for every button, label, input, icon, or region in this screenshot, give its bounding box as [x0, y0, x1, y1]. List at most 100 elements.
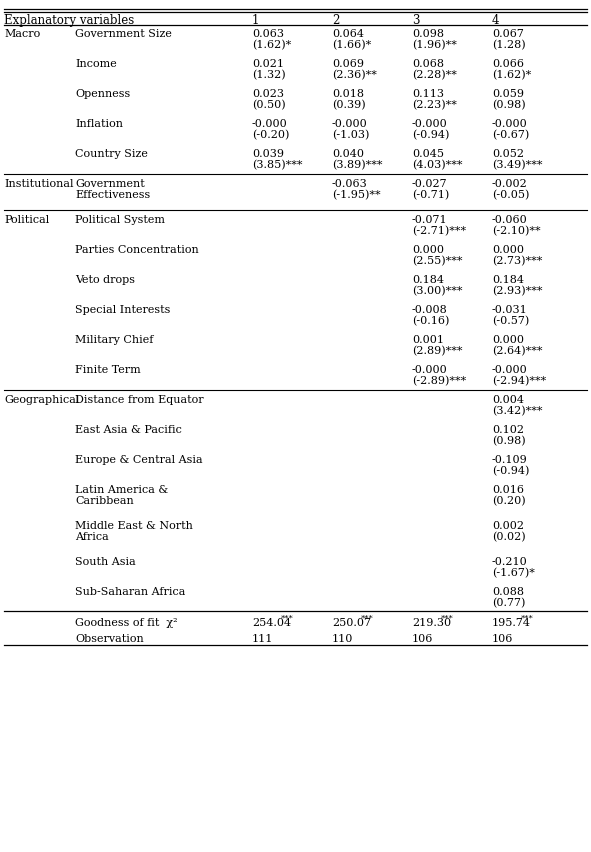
Text: Political: Political — [4, 215, 49, 225]
Text: 0.040: 0.040 — [332, 149, 364, 158]
Text: (-0.94): (-0.94) — [412, 130, 449, 140]
Text: (2.93)***: (2.93)*** — [492, 285, 543, 296]
Text: (3.85)***: (3.85)*** — [252, 160, 303, 170]
Text: (-0.57): (-0.57) — [492, 315, 530, 326]
Text: 0.063: 0.063 — [252, 29, 284, 39]
Text: (1.66)*: (1.66)* — [332, 40, 371, 50]
Text: (-1.03): (-1.03) — [332, 130, 369, 140]
Text: 3: 3 — [412, 14, 420, 27]
Text: (0.39): (0.39) — [332, 100, 366, 110]
Text: Geographical: Geographical — [4, 394, 79, 405]
Text: (0.02): (0.02) — [492, 532, 525, 542]
Text: 254.04: 254.04 — [252, 618, 291, 627]
Text: Effectiveness: Effectiveness — [75, 190, 150, 199]
Text: 0.102: 0.102 — [492, 424, 524, 435]
Text: -0.060: -0.060 — [492, 215, 528, 225]
Text: (2.89)***: (2.89)*** — [412, 346, 463, 356]
Text: 0.184: 0.184 — [492, 274, 524, 285]
Text: 0.039: 0.039 — [252, 149, 284, 158]
Text: (-2.94)***: (-2.94)*** — [492, 376, 546, 386]
Text: 0.068: 0.068 — [412, 59, 444, 69]
Text: (1.62)*: (1.62)* — [252, 40, 291, 50]
Text: 110: 110 — [332, 633, 353, 643]
Text: 0.000: 0.000 — [492, 245, 524, 255]
Text: 0.064: 0.064 — [332, 29, 364, 39]
Text: Europe & Central Asia: Europe & Central Asia — [75, 454, 203, 464]
Text: Military Chief: Military Chief — [75, 335, 154, 344]
Text: ***: *** — [441, 614, 453, 622]
Text: (-0.05): (-0.05) — [492, 190, 530, 200]
Text: (3.00)***: (3.00)*** — [412, 285, 463, 296]
Text: (-2.89)***: (-2.89)*** — [412, 376, 466, 386]
Text: (-0.20): (-0.20) — [252, 130, 290, 140]
Text: 0.000: 0.000 — [492, 335, 524, 344]
Text: 0.000: 0.000 — [412, 245, 444, 255]
Text: Income: Income — [75, 59, 117, 69]
Text: Macro: Macro — [4, 29, 40, 39]
Text: 4: 4 — [492, 14, 499, 27]
Text: 1: 1 — [252, 14, 259, 27]
Text: 219.30: 219.30 — [412, 618, 451, 627]
Text: -0.000: -0.000 — [412, 365, 448, 375]
Text: 0.002: 0.002 — [492, 521, 524, 531]
Text: Parties Concentration: Parties Concentration — [75, 245, 199, 255]
Text: Caribbean: Caribbean — [75, 495, 134, 505]
Text: -0.210: -0.210 — [492, 556, 528, 567]
Text: 0.023: 0.023 — [252, 89, 284, 99]
Text: (-0.71): (-0.71) — [412, 190, 449, 200]
Text: ***: *** — [521, 614, 534, 622]
Text: Special Interests: Special Interests — [75, 305, 170, 314]
Text: (0.50): (0.50) — [252, 100, 285, 110]
Text: Middle East & North: Middle East & North — [75, 521, 193, 531]
Text: Openness: Openness — [75, 89, 130, 99]
Text: (-0.67): (-0.67) — [492, 130, 530, 140]
Text: Sub-Saharan Africa: Sub-Saharan Africa — [75, 586, 186, 596]
Text: (-2.10)**: (-2.10)** — [492, 226, 541, 236]
Text: 106: 106 — [412, 633, 433, 643]
Text: Political System: Political System — [75, 215, 165, 225]
Text: Finite Term: Finite Term — [75, 365, 141, 375]
Text: 0.059: 0.059 — [492, 89, 524, 99]
Text: (2.73)***: (2.73)*** — [492, 256, 543, 266]
Text: 0.045: 0.045 — [412, 149, 444, 158]
Text: Latin America &: Latin America & — [75, 485, 168, 494]
Text: -0.031: -0.031 — [492, 305, 528, 314]
Text: (1.62)*: (1.62)* — [492, 70, 531, 80]
Text: ***: *** — [361, 614, 374, 622]
Text: Government: Government — [75, 179, 145, 189]
Text: (1.32): (1.32) — [252, 70, 285, 80]
Text: 250.07: 250.07 — [332, 618, 371, 627]
Text: (3.89)***: (3.89)*** — [332, 160, 382, 170]
Text: 0.184: 0.184 — [412, 274, 444, 285]
Text: -0.000: -0.000 — [252, 119, 288, 129]
Text: 0.067: 0.067 — [492, 29, 524, 39]
Text: Country Size: Country Size — [75, 149, 148, 158]
Text: -0.071: -0.071 — [412, 215, 447, 225]
Text: (0.77): (0.77) — [492, 597, 525, 607]
Text: Institutional: Institutional — [4, 179, 73, 189]
Text: -0.109: -0.109 — [492, 454, 528, 464]
Text: (2.36)**: (2.36)** — [332, 70, 377, 80]
Text: (0.98): (0.98) — [492, 435, 525, 446]
Text: 0.021: 0.021 — [252, 59, 284, 69]
Text: (-1.67)*: (-1.67)* — [492, 567, 535, 578]
Text: 106: 106 — [492, 633, 514, 643]
Text: -0.000: -0.000 — [492, 365, 528, 375]
Text: -0.000: -0.000 — [332, 119, 368, 129]
Text: Explanatory variables: Explanatory variables — [4, 14, 134, 27]
Text: (1.96)**: (1.96)** — [412, 40, 457, 50]
Text: Distance from Equator: Distance from Equator — [75, 394, 204, 405]
Text: 0.069: 0.069 — [332, 59, 364, 69]
Text: 0.001: 0.001 — [412, 335, 444, 344]
Text: (2.64)***: (2.64)*** — [492, 346, 543, 356]
Text: (1.28): (1.28) — [492, 40, 525, 50]
Text: (-0.94): (-0.94) — [492, 465, 530, 475]
Text: 0.113: 0.113 — [412, 89, 444, 99]
Text: 0.004: 0.004 — [492, 394, 524, 405]
Text: -0.027: -0.027 — [412, 179, 447, 189]
Text: -0.000: -0.000 — [492, 119, 528, 129]
Text: 0.052: 0.052 — [492, 149, 524, 158]
Text: 195.74: 195.74 — [492, 618, 531, 627]
Text: (-1.95)**: (-1.95)** — [332, 190, 381, 200]
Text: (0.98): (0.98) — [492, 100, 525, 110]
